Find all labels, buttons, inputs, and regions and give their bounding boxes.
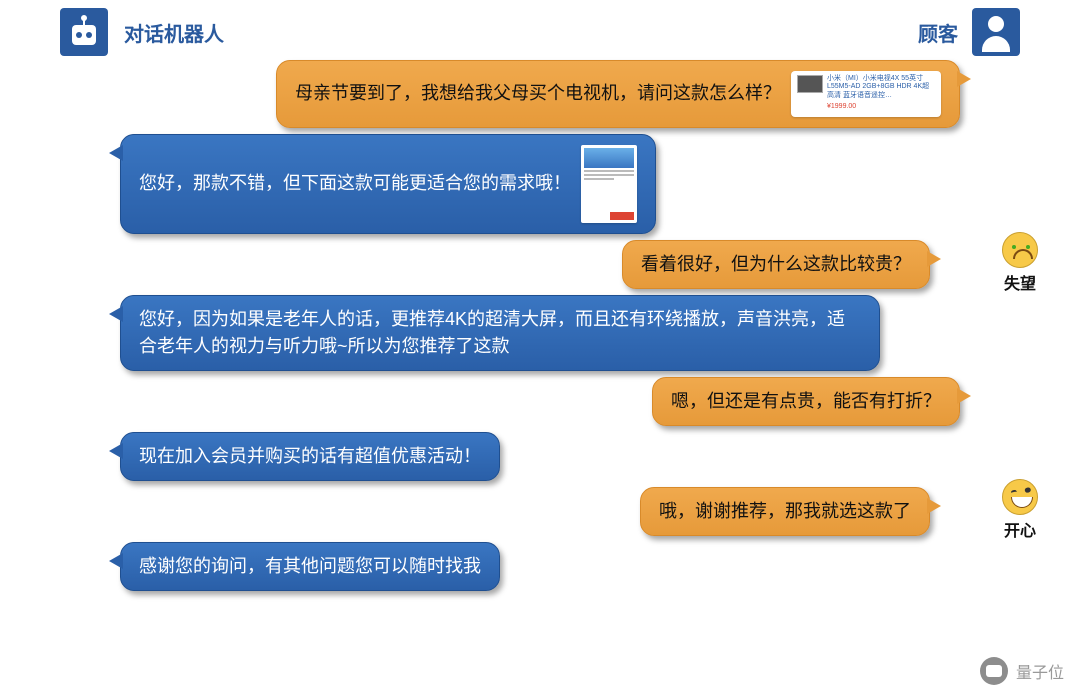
happy-face-icon bbox=[1002, 479, 1038, 515]
chat-thread: 母亲节要到了，我想给我父母买个电视机，请问这款怎么样？ 小米（MI）小米电视4X… bbox=[0, 60, 1080, 695]
reaction-label: 失望 bbox=[1004, 270, 1036, 294]
customer-bubble[interactable]: 嗯，但还是有点贵，能否有打折？ bbox=[652, 377, 960, 426]
message-text: 哦，谢谢推荐，那我就选这款了 bbox=[659, 498, 911, 525]
recommendation-card[interactable] bbox=[581, 145, 637, 223]
message-text: 您好，那款不错，但下面这款可能更适合您的需求哦！ bbox=[139, 170, 571, 197]
customer-bubble[interactable]: 母亲节要到了，我想给我父母买个电视机，请问这款怎么样？ 小米（MI）小米电视4X… bbox=[276, 60, 960, 128]
bot-avatar-icon bbox=[60, 8, 108, 56]
message-row: 看着很好，但为什么这款比较贵？ 失望 bbox=[20, 240, 1060, 289]
customer-bubble[interactable]: 看着很好，但为什么这款比较贵？ bbox=[622, 240, 930, 289]
product-card[interactable]: 小米（MI）小米电视4X 55英寸 L55M5-AD 2GB+8GB HDR 4… bbox=[791, 71, 941, 117]
message-row: 您好，那款不错，但下面这款可能更适合您的需求哦！ bbox=[20, 134, 1060, 234]
bot-bubble[interactable]: 您好，因为如果是老年人的话，更推荐4K的超清大屏，而且还有环绕播放，声音洪亮，适… bbox=[120, 295, 880, 371]
reaction-label: 开心 bbox=[1004, 517, 1036, 541]
message-row: 嗯，但还是有点贵，能否有打折？ bbox=[20, 377, 1060, 426]
message-row: 感谢您的询问，有其他问题您可以随时找我 bbox=[20, 542, 1060, 591]
bot-bubble[interactable]: 现在加入会员并购买的话有超值优惠活动！ bbox=[120, 432, 500, 481]
wechat-icon bbox=[980, 657, 1008, 685]
bot-bubble[interactable]: 您好，那款不错，但下面这款可能更适合您的需求哦！ bbox=[120, 134, 656, 234]
message-text: 嗯，但还是有点贵，能否有打折？ bbox=[671, 388, 941, 415]
message-row: 哦，谢谢推荐，那我就选这款了 开心 bbox=[20, 487, 1060, 536]
bot-bubble[interactable]: 感谢您的询问，有其他问题您可以随时找我 bbox=[120, 542, 500, 591]
message-row: 母亲节要到了，我想给我父母买个电视机，请问这款怎么样？ 小米（MI）小米电视4X… bbox=[20, 60, 1060, 128]
customer-label: 顾客 bbox=[918, 18, 958, 47]
watermark-text: 量子位 bbox=[1016, 659, 1064, 683]
message-text: 您好，因为如果是老年人的话，更推荐4K的超清大屏，而且还有环绕播放，声音洪亮，适… bbox=[139, 306, 861, 360]
reaction-sad: 失望 bbox=[1002, 232, 1038, 294]
product-thumb-icon bbox=[797, 75, 823, 93]
customer-avatar-icon bbox=[972, 8, 1020, 56]
bot-label: 对话机器人 bbox=[124, 18, 224, 47]
customer-bubble[interactable]: 哦，谢谢推荐，那我就选这款了 bbox=[640, 487, 930, 536]
message-text: 看着很好，但为什么这款比较贵？ bbox=[641, 251, 911, 278]
rec-line bbox=[584, 178, 614, 180]
product-price: ¥1999.00 bbox=[827, 102, 935, 113]
chat-header: 对话机器人 顾客 bbox=[0, 0, 1080, 60]
message-row: 您好，因为如果是老年人的话，更推荐4K的超清大屏，而且还有环绕播放，声音洪亮，适… bbox=[20, 295, 1060, 371]
bot-identity: 对话机器人 bbox=[60, 8, 224, 56]
rec-line bbox=[584, 174, 634, 176]
message-text: 母亲节要到了，我想给我父母买个电视机，请问这款怎么样？ bbox=[295, 80, 781, 107]
customer-identity: 顾客 bbox=[918, 8, 1020, 56]
message-text: 现在加入会员并购买的话有超值优惠活动！ bbox=[139, 443, 481, 470]
message-row: 现在加入会员并购买的话有超值优惠活动！ bbox=[20, 432, 1060, 481]
rec-button-icon bbox=[610, 212, 634, 220]
rec-line bbox=[584, 170, 634, 172]
reaction-happy: 开心 bbox=[1002, 479, 1038, 541]
sad-face-icon bbox=[1002, 232, 1038, 268]
product-title: 小米（MI）小米电视4X 55英寸 L55M5-AD 2GB+8GB HDR 4… bbox=[827, 75, 935, 100]
rec-thumb-icon bbox=[584, 148, 634, 168]
watermark: 量子位 bbox=[980, 657, 1064, 685]
message-text: 感谢您的询问，有其他问题您可以随时找我 bbox=[139, 553, 481, 580]
